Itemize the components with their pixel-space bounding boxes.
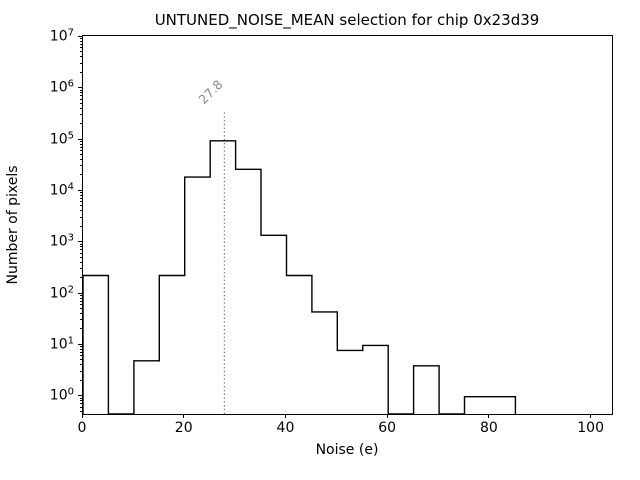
chart-title: UNTUNED_NOISE_MEAN selection for chip 0x… <box>154 11 540 29</box>
y-minor-tick <box>79 249 82 251</box>
y-minor-tick <box>79 150 82 152</box>
y-minor-tick <box>79 348 82 350</box>
y-minor-tick <box>79 303 82 305</box>
y-minor-tick <box>79 370 82 372</box>
y-tick-label: 102 <box>49 283 74 301</box>
histogram-svg <box>83 111 517 414</box>
y-tick-label: 100 <box>49 386 74 404</box>
y-minor-tick <box>79 197 82 199</box>
y-minor-tick <box>79 140 82 142</box>
y-minor-tick <box>79 346 82 348</box>
x-tick <box>386 414 388 418</box>
y-minor-tick <box>79 159 82 161</box>
x-tick-label: 40 <box>276 420 295 436</box>
y-tick-label: 106 <box>49 78 74 96</box>
y-minor-tick <box>79 297 82 299</box>
y-minor-tick <box>79 406 82 408</box>
y-minor-tick <box>79 397 82 399</box>
x-tick-label: 60 <box>378 420 397 436</box>
y-minor-tick <box>79 328 82 330</box>
y-minor-tick <box>79 246 82 248</box>
y-minor-tick <box>79 102 82 104</box>
y-tick-label: 105 <box>49 129 74 147</box>
y-minor-tick <box>79 216 82 218</box>
y-minor-tick <box>79 403 82 405</box>
plot-area <box>82 35 613 415</box>
y-tick <box>78 138 82 140</box>
y-minor-tick <box>79 143 82 145</box>
y-minor-tick <box>79 351 82 353</box>
y-minor-tick <box>79 308 82 310</box>
y-minor-tick <box>79 294 82 296</box>
x-tick-label: 100 <box>577 420 605 436</box>
x-tick <box>488 414 490 418</box>
x-tick-label: 0 <box>77 420 87 436</box>
y-minor-tick <box>79 194 82 196</box>
x-tick <box>183 414 185 418</box>
y-tick <box>78 395 82 397</box>
x-axis-label: Noise (e) <box>315 442 379 458</box>
y-tick-label: 104 <box>49 181 74 199</box>
histogram-path <box>83 140 517 414</box>
y-minor-tick <box>79 51 82 53</box>
y-minor-tick <box>79 201 82 203</box>
y-minor-tick <box>79 355 82 357</box>
y-minor-tick <box>79 107 82 109</box>
y-minor-tick <box>79 56 82 58</box>
y-minor-tick <box>79 192 82 194</box>
y-tick <box>78 189 82 191</box>
y-minor-tick <box>79 364 82 366</box>
y-tick <box>78 36 82 37</box>
y-minor-tick <box>79 38 82 40</box>
x-tick <box>284 414 286 418</box>
y-minor-tick <box>79 114 82 116</box>
x-tick-label: 20 <box>174 420 193 436</box>
x-tick-label: 80 <box>480 420 498 436</box>
y-minor-tick <box>79 174 82 176</box>
y-minor-tick <box>79 98 82 100</box>
x-tick <box>590 414 592 418</box>
y-minor-tick <box>79 243 82 245</box>
y-minor-tick <box>79 92 82 94</box>
y-minor-tick <box>79 300 82 302</box>
y-minor-tick <box>79 261 82 263</box>
y-minor-tick <box>79 379 82 381</box>
y-minor-tick <box>79 312 82 314</box>
y-minor-tick <box>79 210 82 212</box>
y-tick-label: 101 <box>49 335 74 353</box>
y-minor-tick <box>79 165 82 167</box>
y-minor-tick <box>79 47 82 49</box>
y-tick-label: 107 <box>49 27 74 45</box>
y-minor-tick <box>79 146 82 148</box>
y-minor-tick <box>79 40 82 42</box>
y-minor-tick <box>79 95 82 97</box>
y-minor-tick <box>79 205 82 207</box>
y-minor-tick <box>79 410 82 412</box>
y-minor-tick <box>79 400 82 402</box>
y-minor-tick <box>79 268 82 270</box>
y-minor-tick <box>79 252 82 254</box>
y-tick <box>78 87 82 89</box>
y-tick <box>78 343 82 345</box>
y-tick <box>78 241 82 243</box>
y-tick <box>78 292 82 294</box>
y-minor-tick <box>79 62 82 64</box>
y-minor-tick <box>79 123 82 125</box>
y-minor-tick <box>79 89 82 91</box>
y-minor-tick <box>79 71 82 73</box>
y-tick-label: 103 <box>49 232 74 250</box>
y-minor-tick <box>79 277 82 279</box>
y-axis-label: Number of pixels <box>5 165 21 285</box>
y-minor-tick <box>79 154 82 156</box>
x-tick <box>81 414 83 418</box>
y-minor-tick <box>79 359 82 361</box>
y-minor-tick <box>79 256 82 258</box>
y-minor-tick <box>79 43 82 45</box>
y-minor-tick <box>79 319 82 321</box>
y-minor-tick <box>79 225 82 227</box>
